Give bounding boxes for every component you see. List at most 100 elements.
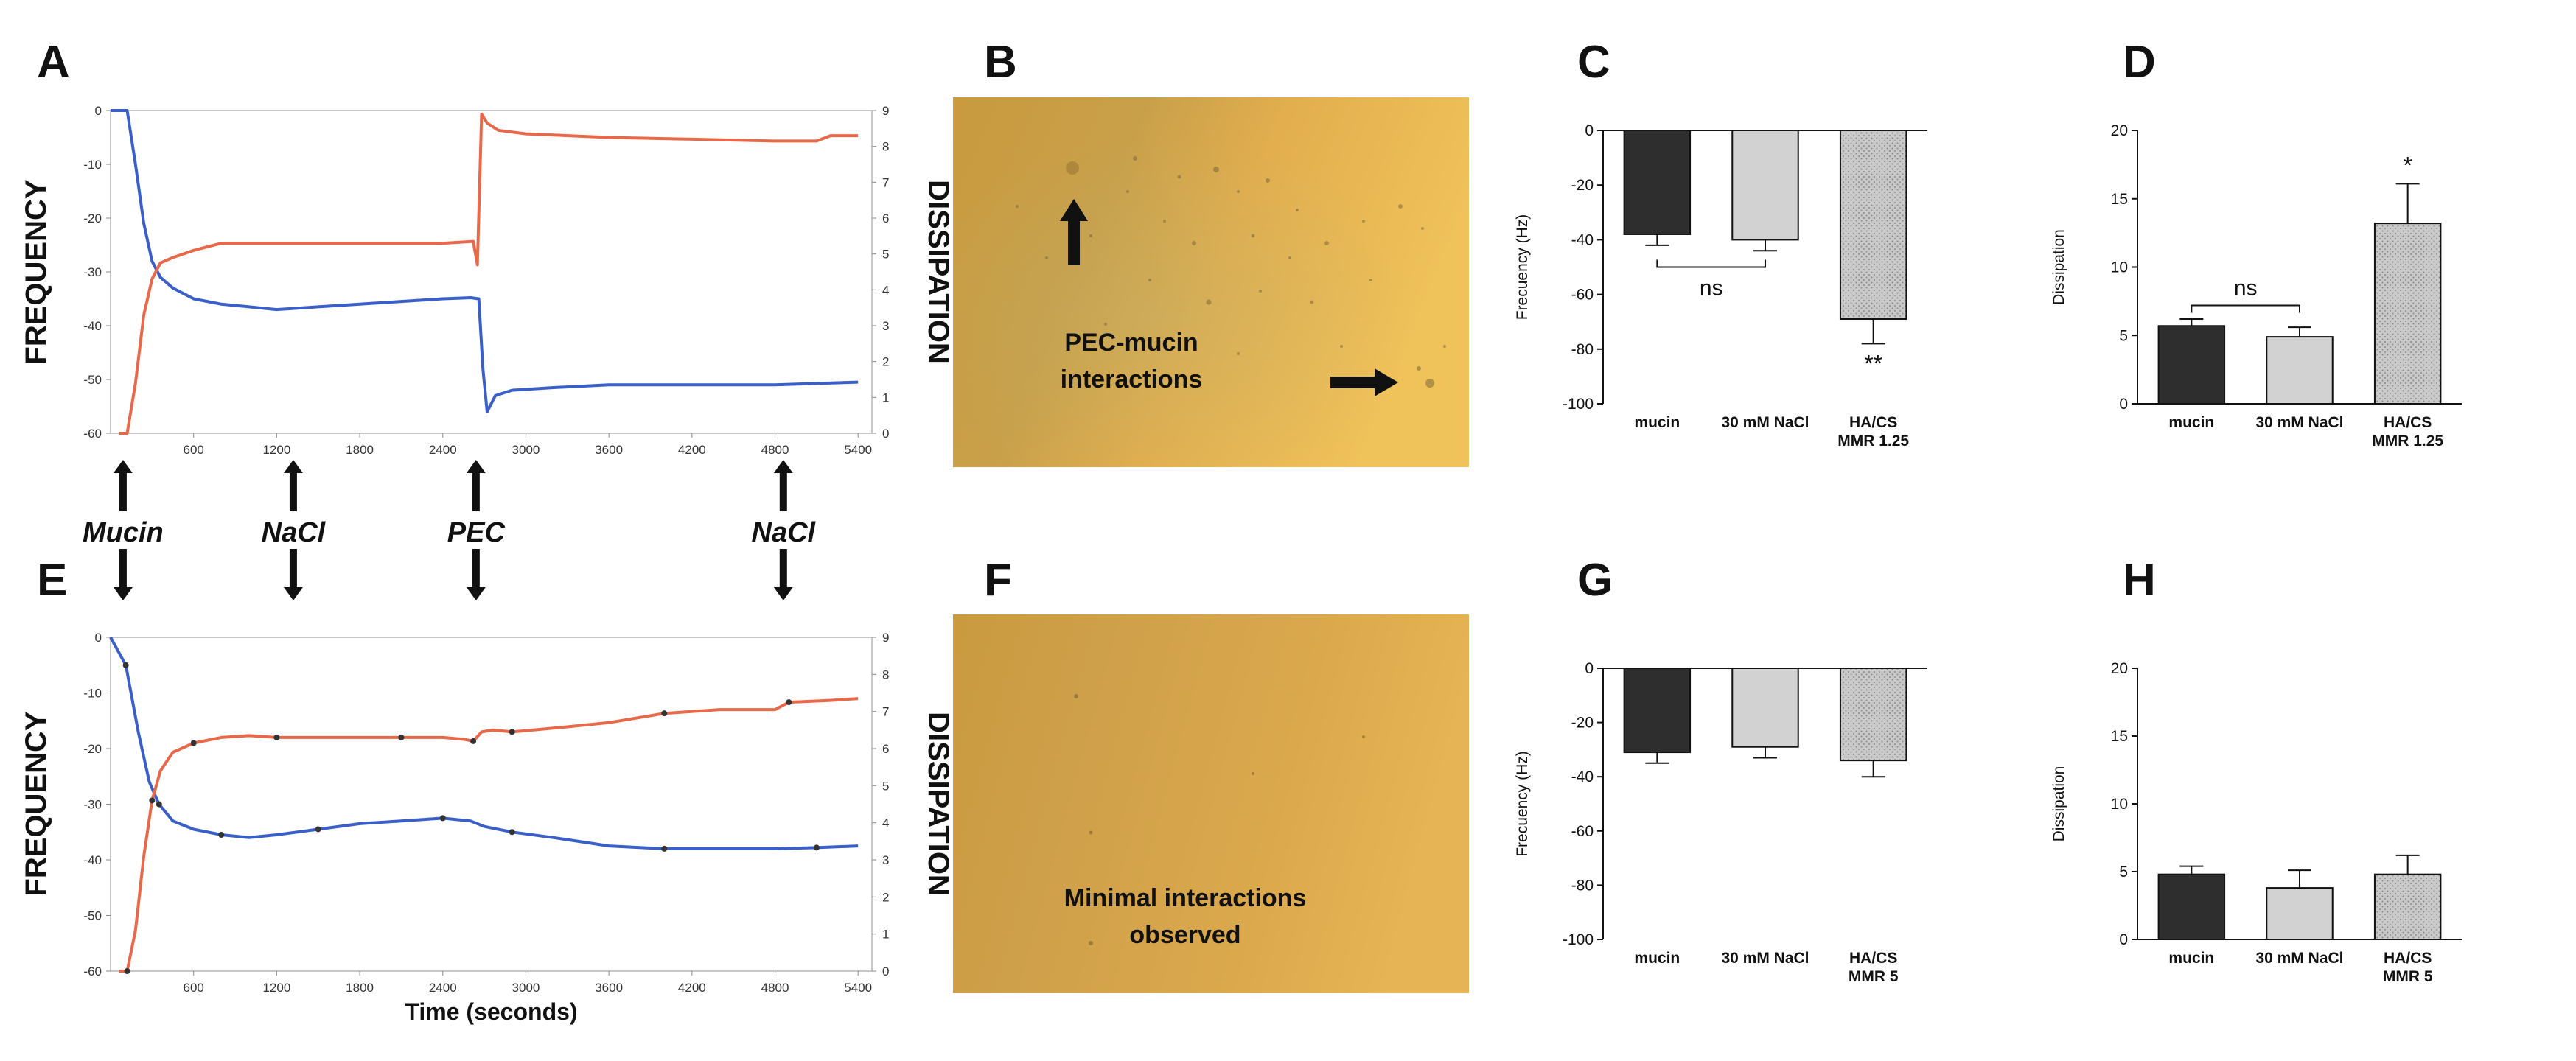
series-marker — [813, 844, 820, 851]
bar — [1839, 668, 1907, 762]
down-arrow-icon — [773, 549, 793, 600]
y-tick-label: 0 — [2119, 396, 2128, 413]
x-tick-label: 3600 — [595, 981, 623, 995]
category-label: MMR 1.25 — [1837, 433, 1909, 449]
series-marker — [273, 734, 280, 740]
y-axis-label-right: DISSIPATION — [922, 712, 954, 896]
series-marker — [190, 740, 197, 746]
y-tick-label: 10 — [2111, 259, 2128, 276]
y-tick-label: -60 — [1571, 287, 1594, 304]
right-arrow-icon — [1330, 368, 1398, 396]
plot-frame — [110, 637, 873, 972]
down-arrow-icon — [113, 549, 133, 600]
x-tick-label: 3000 — [512, 443, 540, 457]
bar-chart-G: 0 -20 -40 -60 -80 -100 Frecuency (Hz) mucin 30 m… — [1514, 660, 1927, 985]
down-arrow-icon — [283, 549, 303, 600]
event-label: PEC — [447, 517, 506, 548]
category-label: MMR 1.25 — [2372, 433, 2443, 449]
x-tick-label: 4800 — [761, 981, 789, 995]
x-tick-label: 2400 — [429, 443, 457, 457]
y-tick-label-left: -20 — [83, 211, 102, 225]
bar-chart-D: 0 5 10 15 20 Dissipation mucin 30 mM NaCl HA/CS M… — [2050, 122, 2462, 449]
category-label: HA/CS — [1849, 950, 1897, 967]
bar — [2266, 887, 2334, 940]
x-tick-label: 1200 — [262, 443, 290, 457]
y-tick-label: -20 — [1571, 177, 1594, 194]
x-tick-label: 600 — [184, 981, 204, 995]
up-arrow-icon — [113, 460, 133, 511]
x-axis-label: Time (seconds) — [405, 998, 577, 1025]
bar — [2373, 873, 2442, 941]
series-line-frequency — [111, 109, 859, 413]
y-tick-label: -60 — [1571, 823, 1594, 840]
y-axis-label-right: DISSIPATION — [922, 180, 954, 364]
y-tick-label-right: 3 — [882, 319, 889, 333]
significance-label: * — [2403, 152, 2412, 178]
bar — [1731, 668, 1799, 748]
y-tick-label: 0 — [1585, 660, 1594, 677]
category-label: MMR 5 — [1849, 968, 1899, 985]
y-tick-label-left: 0 — [95, 104, 102, 118]
y-tick-label: 0 — [1585, 122, 1594, 139]
y-tick-label-right: 1 — [882, 391, 889, 405]
micrograph-F-particles — [1074, 694, 1365, 945]
y-axis-label: Dissipation — [2050, 229, 2067, 305]
category-label: 30 mM NaCl — [2255, 414, 2343, 431]
y-tick-label-right: 6 — [882, 742, 889, 756]
y-tick-label-right: 4 — [882, 283, 889, 297]
micrograph-B: PEC-mucin interactions — [953, 97, 1469, 467]
up-arrow-icon — [773, 460, 793, 511]
y-tick-label: 5 — [2119, 864, 2128, 880]
y-tick-label: -80 — [1571, 341, 1594, 358]
y-tick-label-right: 0 — [882, 964, 889, 978]
y-tick-label-right: 8 — [882, 140, 889, 154]
micrograph-B-caption-2: interactions — [1061, 365, 1203, 393]
y-tick-label: -40 — [1571, 231, 1594, 248]
panel-letter-G: G — [1577, 555, 1613, 606]
up-arrow-icon — [283, 460, 303, 511]
x-tick-label: 3600 — [595, 443, 623, 457]
y-axis-label: Frecuency (Hz) — [1514, 751, 1531, 857]
category-label: mucin — [2168, 414, 2214, 431]
y-tick-label-left: -30 — [83, 265, 102, 279]
x-tick-label: 1800 — [346, 443, 374, 457]
ns-label: ns — [1700, 276, 1723, 301]
y-tick-label: 5 — [2119, 327, 2128, 344]
y-tick-label-left: -40 — [83, 853, 102, 867]
y-tick-label-right: 2 — [882, 890, 889, 904]
bar — [2157, 873, 2226, 941]
x-tick-label: 5400 — [844, 443, 872, 457]
series-marker — [122, 662, 129, 668]
series-line-frequency — [109, 637, 859, 850]
y-axis-label: Frecuency (Hz) — [1514, 214, 1531, 321]
x-tick-label: 3000 — [512, 981, 540, 995]
y-tick-label-left: -10 — [83, 687, 102, 701]
series-marker — [509, 829, 515, 836]
y-tick-label: -100 — [1563, 396, 1594, 413]
y-tick-label-right: 1 — [882, 928, 889, 942]
down-arrow-icon — [466, 549, 486, 600]
y-tick-label-right: 8 — [882, 668, 889, 682]
micrograph-F-caption-2: observed — [1129, 921, 1240, 949]
category-label: mucin — [2168, 950, 2214, 967]
series-marker — [786, 699, 792, 706]
micrograph-F-image — [953, 614, 1469, 993]
y-tick-label: 15 — [2111, 191, 2128, 208]
series-marker — [156, 801, 162, 808]
event-label: NaCl — [262, 517, 327, 548]
y-tick-label: 20 — [2111, 660, 2128, 677]
category-label: 30 mM NaCl — [2255, 950, 2343, 967]
y-tick-label-right: 2 — [882, 355, 889, 369]
bar — [1623, 130, 1692, 235]
y-tick-label-right: 6 — [882, 211, 889, 225]
x-tick-label: 600 — [184, 443, 204, 457]
panel-letter-E: E — [37, 555, 67, 606]
panel-letter-A: A — [37, 37, 70, 88]
y-tick-label: 10 — [2111, 796, 2128, 813]
panel-letter-H: H — [2123, 555, 2156, 606]
y-tick-label-right: 9 — [882, 104, 889, 118]
category-label: 30 mM NaCl — [1721, 950, 1809, 967]
up-arrow-icon — [1060, 199, 1088, 265]
y-tick-label-right: 4 — [882, 816, 889, 830]
y-tick-label-right: 7 — [882, 705, 889, 719]
